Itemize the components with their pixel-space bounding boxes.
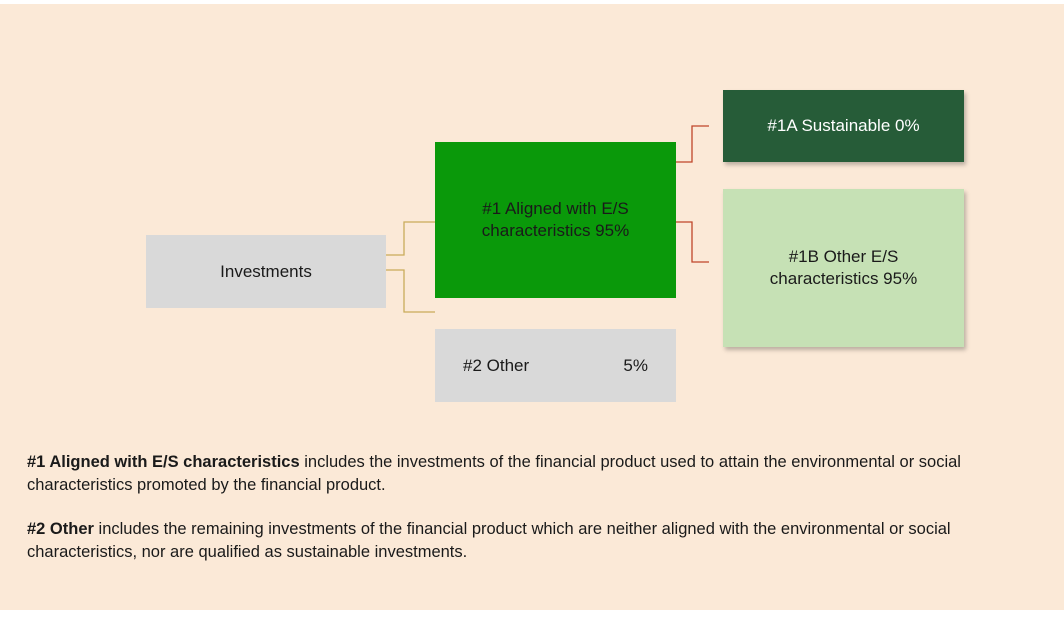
node-label: #1B Other E/S characteristics 95% xyxy=(769,247,918,288)
connector xyxy=(676,125,709,163)
node: #1A Sustainable 0% xyxy=(723,90,964,162)
node-label: #2 Other xyxy=(463,355,530,375)
panel: Investments #1 Aligned with E/S characte… xyxy=(0,4,1064,610)
connector xyxy=(676,221,709,263)
node-label: #1 Aligned with E/S characteristics 95% xyxy=(481,199,630,240)
node-value: 5% xyxy=(623,355,648,375)
connector xyxy=(386,269,435,313)
node-label: Investments xyxy=(220,261,312,281)
node: #1 Aligned with E/S characteristics 95% xyxy=(435,142,676,298)
connector xyxy=(386,221,435,256)
note-term: #1 Aligned with E/S characteristics xyxy=(27,453,300,471)
node-label: #1A Sustainable 0% xyxy=(767,116,920,135)
note-text: includes the investments of the financia… xyxy=(27,453,961,494)
note-text: includes the remaining investments of th… xyxy=(27,520,951,561)
note: #2 Other includes the remaining investme… xyxy=(27,518,1047,564)
connectors xyxy=(386,125,709,313)
note-term: #2 Other xyxy=(27,520,94,538)
node: #2 Other 5% xyxy=(435,329,676,402)
node: #1B Other E/S characteristics 95% xyxy=(723,189,964,347)
node: Investments xyxy=(146,235,386,308)
note: #1 Aligned with E/S characteristics incl… xyxy=(27,451,1047,497)
